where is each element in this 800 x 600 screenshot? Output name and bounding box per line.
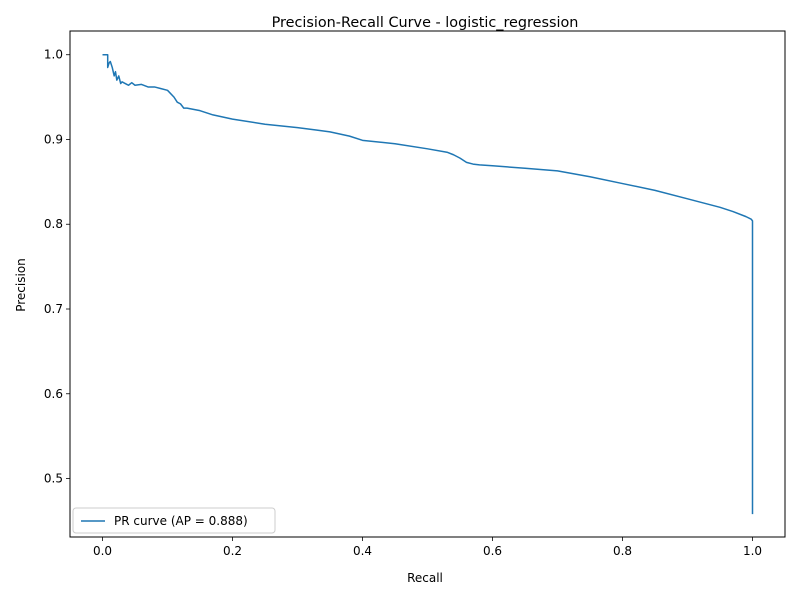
plot-area bbox=[70, 31, 785, 537]
x-tick-label: 0.8 bbox=[613, 544, 632, 558]
legend-label: PR curve (AP = 0.888) bbox=[114, 514, 248, 528]
plot-frame bbox=[69, 30, 786, 538]
legend: PR curve (AP = 0.888) bbox=[72, 507, 276, 534]
chart-title: Precision-Recall Curve - logistic_regres… bbox=[272, 15, 579, 31]
y-tick-label: 0.9 bbox=[44, 132, 63, 146]
y-tick-label: 0.6 bbox=[44, 387, 63, 401]
x-tick-label: 0.6 bbox=[483, 544, 502, 558]
y-tick-label: 1.0 bbox=[44, 48, 63, 62]
x-tick-label: 0.4 bbox=[353, 544, 372, 558]
y-tick-label: 0.8 bbox=[44, 217, 63, 231]
x-tick-label: 0.2 bbox=[223, 544, 242, 558]
y-tick-label: 0.7 bbox=[44, 302, 63, 316]
pr-curve-line bbox=[102, 53, 754, 515]
x-tick-label: 1.0 bbox=[743, 544, 762, 558]
y-tick-label: 0.5 bbox=[44, 472, 63, 486]
x-tick-label: 0.0 bbox=[93, 544, 112, 558]
y-axis-ticks: 0.5 0.6 0.7 0.8 0.9 1.0 bbox=[44, 48, 70, 486]
y-axis-label: Precision bbox=[14, 258, 28, 312]
x-axis-ticks: 0.0 0.2 0.4 0.6 0.8 1.0 bbox=[93, 537, 762, 558]
legend-box bbox=[72, 507, 276, 534]
x-axis-label: Recall bbox=[407, 571, 443, 585]
